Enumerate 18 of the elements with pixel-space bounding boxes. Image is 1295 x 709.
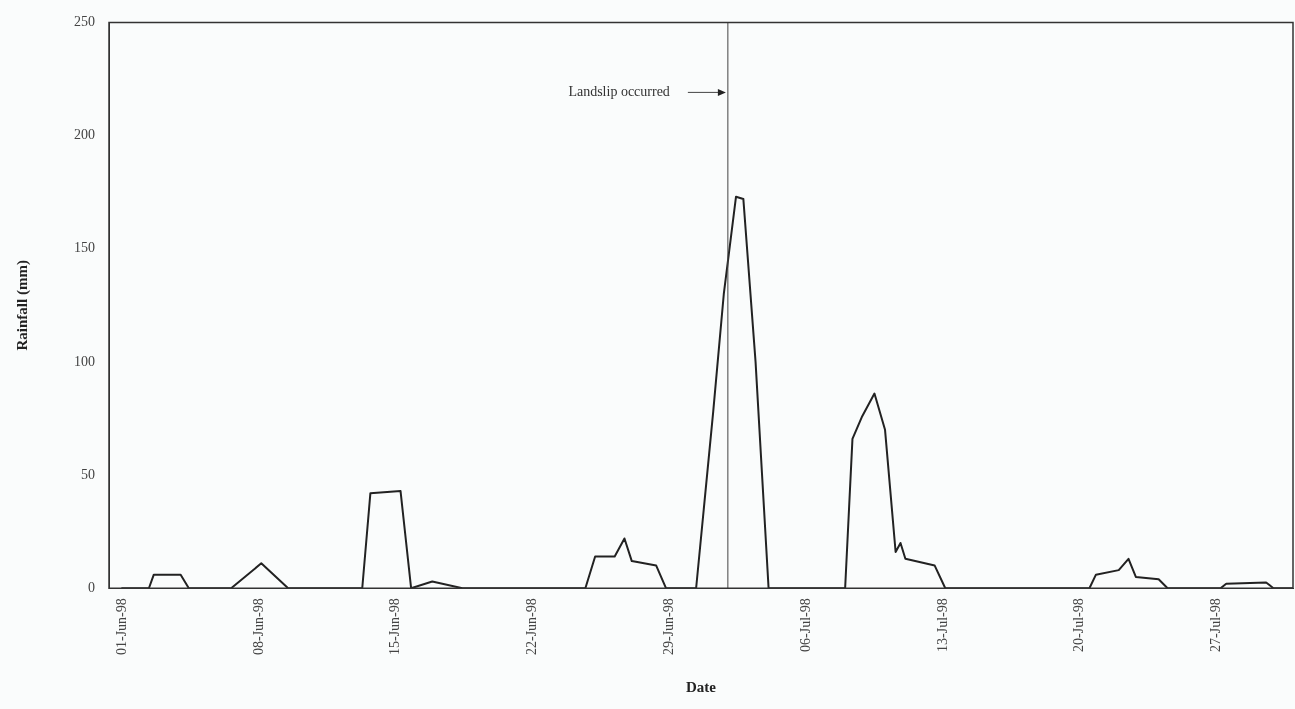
x-tick-label: 29-Jun-98 [660,598,676,656]
x-tick-label: 08-Jun-98 [250,598,266,656]
y-axis-title: Rainfall (mm) [13,260,31,351]
x-tick-label: 22-Jun-98 [524,598,540,656]
y-tick-label: 0 [88,579,95,595]
y-tick-label: 200 [74,127,95,143]
y-tick-label: 100 [74,353,95,369]
x-tick-label: 27-Jul-98 [1208,598,1224,652]
y-tick-label: 250 [74,14,95,30]
x-tick-label: 06-Jul-98 [797,598,813,652]
x-tick-label: 13-Jul-98 [934,598,950,652]
x-axis-title: Date [686,678,717,695]
x-tick-label: 01-Jun-98 [113,598,129,656]
y-tick-label: 150 [74,240,95,256]
y-tick-label: 50 [81,466,95,482]
x-tick-label: 15-Jun-98 [387,598,403,656]
x-tick-label: 20-Jul-98 [1071,598,1087,652]
ref-line-label: Landslip occurred [568,84,670,100]
